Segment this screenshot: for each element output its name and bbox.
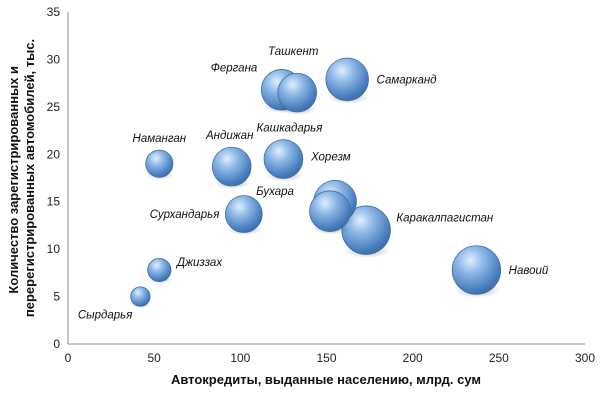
y-tick-label: 10 <box>47 242 61 256</box>
y-tick-label: 25 <box>47 100 61 114</box>
bubble-Джиззах <box>147 257 172 283</box>
y-tick-label: 5 <box>53 290 60 304</box>
x-tick-label: 200 <box>403 351 423 365</box>
y-tick-label: 30 <box>47 52 61 66</box>
x-tick-label: 150 <box>316 351 336 365</box>
bubble-label: Наманган <box>133 133 187 145</box>
bubble-Сурхандарья <box>224 195 263 233</box>
bubble-label: Бухара <box>256 186 294 198</box>
bubble-label: Андижан <box>205 130 254 142</box>
bubble-label: Сырдарья <box>78 309 133 321</box>
bubble-label: Самарканд <box>377 74 437 86</box>
bubble-Наманган <box>145 149 174 178</box>
bubble-label: Каракалпагистан <box>396 213 494 225</box>
x-tick-label: 250 <box>489 351 509 365</box>
bubble-Навоий <box>451 245 502 295</box>
axes <box>67 12 585 345</box>
bubble-label: Сурхандарья <box>150 209 220 221</box>
bubble-Самарканд <box>325 57 369 102</box>
bubble-Кашкадарья <box>263 139 304 179</box>
bubble-label: Кашкадарья <box>256 123 322 135</box>
y-tick-labels: 0 5 10 15 20 25 30 35 <box>47 5 61 351</box>
y-tick-label: 35 <box>47 5 61 19</box>
y-axis-title-line-1: Количество зарегистрированных и <box>6 66 21 294</box>
bubble-label: Навоий <box>509 265 549 277</box>
bubble-Бухара <box>309 190 351 232</box>
bubble-Сырдарья <box>130 286 151 307</box>
bubble-label: Джиззах <box>175 257 223 269</box>
bubble-labels: Сырдарья Джиззах Наманган Сурхандарья Андижа… <box>78 46 549 321</box>
y-axis-title-line-2: перерегистрированных автомобилей, тыс. <box>22 39 37 317</box>
x-tick-label: 50 <box>147 351 161 365</box>
y-axis-title: Количество зарегистрированных и перереги… <box>6 39 37 317</box>
y-tick-label: 0 <box>53 337 60 351</box>
bubble-label: Фергана <box>211 62 258 74</box>
bubble-label: Хорезм <box>310 151 351 163</box>
y-tick-label: 20 <box>47 147 61 161</box>
bubble-Андижан <box>211 146 252 187</box>
bubble-Ташкент <box>277 72 318 113</box>
x-tick-label: 0 <box>65 351 72 365</box>
x-tick-labels: 0 50 100 150 200 250 300 <box>65 351 596 365</box>
bubble-label: Ташкент <box>268 46 319 58</box>
bubbles <box>130 57 502 308</box>
x-tick-label: 300 <box>575 351 595 365</box>
x-tick-label: 100 <box>230 351 250 365</box>
y-tick-label: 15 <box>47 195 61 209</box>
x-axis-title: Автокредиты, выданные населению, млрд. с… <box>171 372 481 387</box>
